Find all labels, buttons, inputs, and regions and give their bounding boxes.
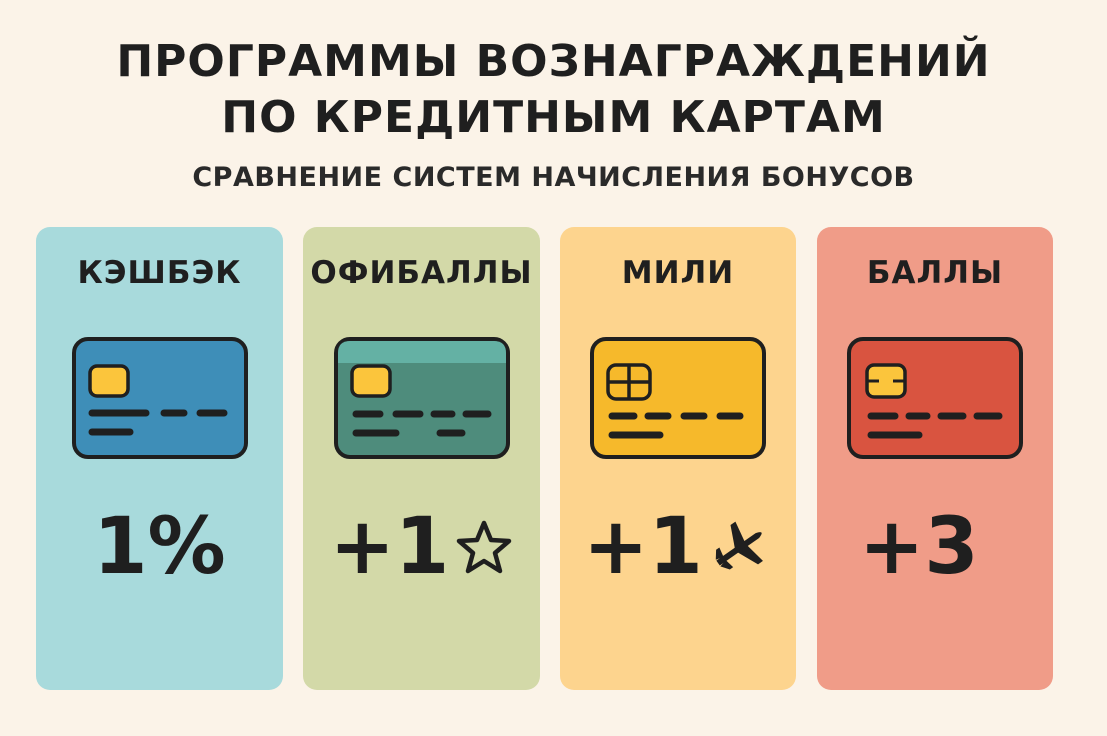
card-value: +1 [560, 502, 796, 592]
credit-card-icon [590, 337, 766, 459]
card-value: 1% [36, 502, 283, 592]
reward-card-ofiballs: ОФИБАЛЛЫ +1 [303, 227, 540, 690]
page-title-line-1: ПРОГРАММЫ ВОЗНАГРАЖДЕНИЙ [116, 36, 991, 87]
value-text: +1 [329, 502, 450, 592]
card-value: +3 [817, 502, 1053, 592]
star-icon [457, 520, 512, 574]
card-label: БАЛЛЫ [866, 255, 1004, 291]
page-title-line-2: ПО КРЕДИТНЫМ КАРТАМ [221, 92, 886, 143]
card-value: +1 [303, 502, 540, 592]
card-label: КЭШБЭК [77, 255, 242, 291]
value-text: +3 [859, 502, 979, 592]
credit-card-icon [333, 337, 510, 459]
reward-card-points: БАЛЛЫ +3 [817, 227, 1053, 690]
value-text: +1 [583, 502, 703, 592]
page-subtitle: СРАВНЕНИЕ СИСТЕМ НАЧИСЛЕНИЯ БОНУСОВ [192, 162, 915, 193]
airplane-icon [715, 521, 763, 570]
value-text: 1% [93, 502, 226, 592]
card-label: ОФИБАЛЛЫ [310, 255, 533, 291]
reward-card-cashback: КЭШБЭК 1% [36, 227, 283, 690]
credit-card-icon [847, 337, 1023, 459]
card-label: МИЛИ [621, 255, 735, 291]
credit-card-icon [71, 337, 248, 459]
reward-card-miles: МИЛИ +1 [560, 227, 796, 690]
